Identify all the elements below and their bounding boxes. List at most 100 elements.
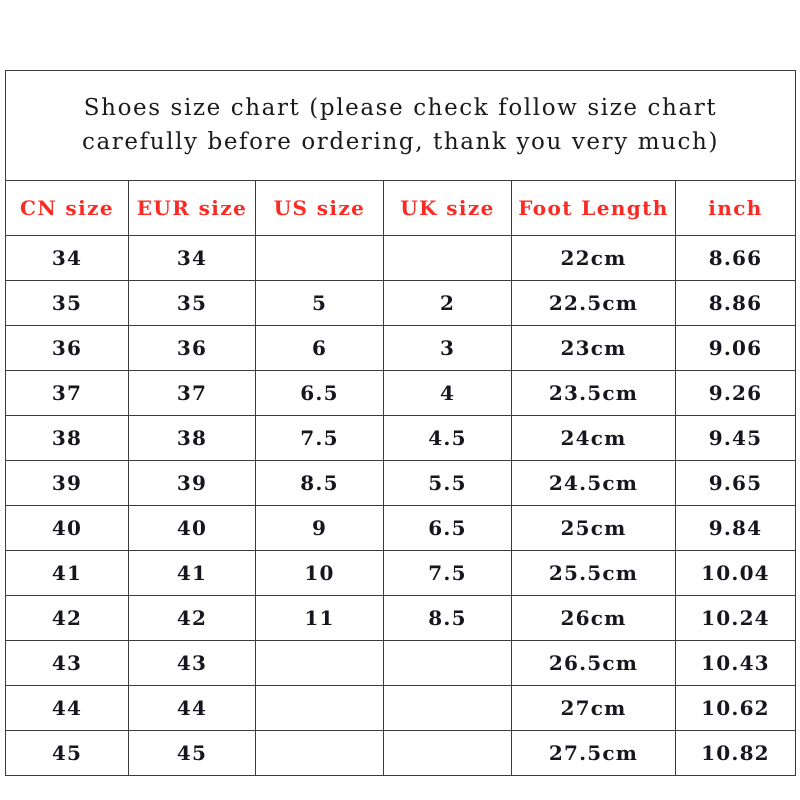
cell-value: 10.43 bbox=[701, 651, 770, 675]
table-row: 44 44 27cm 10.62 bbox=[5, 685, 796, 731]
cell-foot-length: 27.5cm bbox=[511, 730, 676, 776]
cell-value: 7.5 bbox=[300, 426, 339, 450]
cell-uk-size: 4.5 bbox=[383, 415, 512, 461]
cell-value: 9.84 bbox=[708, 516, 763, 540]
cell-us-size bbox=[255, 730, 384, 776]
cell-value: 40 bbox=[51, 516, 83, 540]
cell-eur-size: 41 bbox=[128, 550, 256, 596]
cell-value: 6.5 bbox=[428, 516, 467, 540]
cell-value: 6.5 bbox=[300, 381, 339, 405]
cell-cn-size: 42 bbox=[5, 595, 129, 641]
cell-cn-size: 35 bbox=[5, 280, 129, 326]
cell-us-size: 5 bbox=[255, 280, 384, 326]
cell-eur-size: 44 bbox=[128, 685, 256, 731]
cell-value: 9.26 bbox=[708, 381, 763, 405]
cell-value: 41 bbox=[51, 561, 83, 585]
cell-uk-size: 3 bbox=[383, 325, 512, 371]
cell-uk-size bbox=[383, 685, 512, 731]
cell-value: 43 bbox=[51, 651, 83, 675]
cell-value: 27cm bbox=[560, 696, 627, 720]
column-header-inch: inch bbox=[675, 180, 796, 236]
cell-inch: 10.62 bbox=[675, 685, 796, 731]
cell-eur-size: 36 bbox=[128, 325, 256, 371]
cell-inch: 8.66 bbox=[675, 235, 796, 281]
cell-value: 8.5 bbox=[300, 471, 339, 495]
column-header-us-size: US size bbox=[255, 180, 384, 236]
cell-value: 9 bbox=[311, 516, 328, 540]
cell-uk-size: 4 bbox=[383, 370, 512, 416]
cell-value: 10 bbox=[304, 561, 335, 585]
column-header-cn-size: CN size bbox=[5, 180, 129, 236]
cell-uk-size bbox=[383, 730, 512, 776]
table-row: 45 45 27.5cm 10.82 bbox=[5, 730, 796, 776]
cell-us-size bbox=[255, 685, 384, 731]
cell-cn-size: 41 bbox=[5, 550, 129, 596]
cell-value: 5 bbox=[311, 291, 328, 315]
cell-value: 36 bbox=[176, 336, 208, 360]
cell-value: 7.5 bbox=[428, 561, 467, 585]
cell-value: 42 bbox=[51, 606, 83, 630]
cell-value: 45 bbox=[176, 741, 208, 765]
cell-inch: 9.06 bbox=[675, 325, 796, 371]
cell-value: 25.5cm bbox=[548, 561, 639, 585]
cell-inch: 10.43 bbox=[675, 640, 796, 686]
cell-uk-size: 7.5 bbox=[383, 550, 512, 596]
table-row: 37 37 6.5 4 23.5cm 9.26 bbox=[5, 370, 796, 416]
table-body: Shoes size chart (please check follow si… bbox=[5, 70, 796, 776]
chart-title-cell: Shoes size chart (please check follow si… bbox=[5, 70, 796, 181]
cell-eur-size: 34 bbox=[128, 235, 256, 281]
table-row: 38 38 7.5 4.5 24cm 9.45 bbox=[5, 415, 796, 461]
cell-value: 44 bbox=[176, 696, 208, 720]
cell-foot-length: 22cm bbox=[511, 235, 676, 281]
column-header-uk-size: UK size bbox=[383, 180, 512, 236]
cell-inch: 9.26 bbox=[675, 370, 796, 416]
chart-title-line-2: carefully before ordering, thank you ver… bbox=[81, 128, 720, 155]
cell-value: 5.5 bbox=[428, 471, 467, 495]
title-row: Shoes size chart (please check follow si… bbox=[5, 70, 796, 181]
cell-value: 37 bbox=[51, 381, 83, 405]
cell-value: 44 bbox=[51, 696, 83, 720]
cell-inch: 10.82 bbox=[675, 730, 796, 776]
cell-value: 38 bbox=[176, 426, 208, 450]
cell-value: 35 bbox=[176, 291, 208, 315]
table-row: 43 43 26.5cm 10.43 bbox=[5, 640, 796, 686]
cell-uk-size bbox=[383, 640, 512, 686]
cell-value: 10.62 bbox=[701, 696, 770, 720]
cell-us-size: 7.5 bbox=[255, 415, 384, 461]
shoe-size-chart-table: Shoes size chart (please check follow si… bbox=[5, 70, 796, 776]
cell-inch: 10.04 bbox=[675, 550, 796, 596]
cell-cn-size: 43 bbox=[5, 640, 129, 686]
column-header-label: US size bbox=[273, 196, 366, 220]
cell-value: 35 bbox=[51, 291, 83, 315]
cell-eur-size: 45 bbox=[128, 730, 256, 776]
cell-value: 2 bbox=[439, 291, 456, 315]
cell-value: 9.45 bbox=[708, 426, 763, 450]
cell-foot-length: 25.5cm bbox=[511, 550, 676, 596]
cell-inch: 9.65 bbox=[675, 460, 796, 506]
cell-inch: 10.24 bbox=[675, 595, 796, 641]
cell-value: 8.5 bbox=[428, 606, 467, 630]
cell-value: 43 bbox=[176, 651, 208, 675]
cell-value: 42 bbox=[176, 606, 208, 630]
cell-value: 10.82 bbox=[701, 741, 770, 765]
cell-eur-size: 38 bbox=[128, 415, 256, 461]
table-row: 36 36 6 3 23cm 9.06 bbox=[5, 325, 796, 371]
cell-eur-size: 42 bbox=[128, 595, 256, 641]
column-header-foot-length: Foot Length bbox=[511, 180, 676, 236]
table-row: 40 40 9 6.5 25cm 9.84 bbox=[5, 505, 796, 551]
cell-foot-length: 23.5cm bbox=[511, 370, 676, 416]
cell-cn-size: 45 bbox=[5, 730, 129, 776]
cell-value: 37 bbox=[176, 381, 208, 405]
cell-value: 8.86 bbox=[708, 291, 763, 315]
cell-uk-size: 6.5 bbox=[383, 505, 512, 551]
cell-value: 40 bbox=[176, 516, 208, 540]
cell-eur-size: 35 bbox=[128, 280, 256, 326]
cell-value: 11 bbox=[304, 606, 335, 630]
cell-value: 24.5cm bbox=[548, 471, 639, 495]
size-chart-container: Shoes size chart (please check follow si… bbox=[5, 70, 796, 776]
cell-us-size: 6 bbox=[255, 325, 384, 371]
cell-cn-size: 37 bbox=[5, 370, 129, 416]
table-row: 39 39 8.5 5.5 24.5cm 9.65 bbox=[5, 460, 796, 506]
cell-foot-length: 26cm bbox=[511, 595, 676, 641]
